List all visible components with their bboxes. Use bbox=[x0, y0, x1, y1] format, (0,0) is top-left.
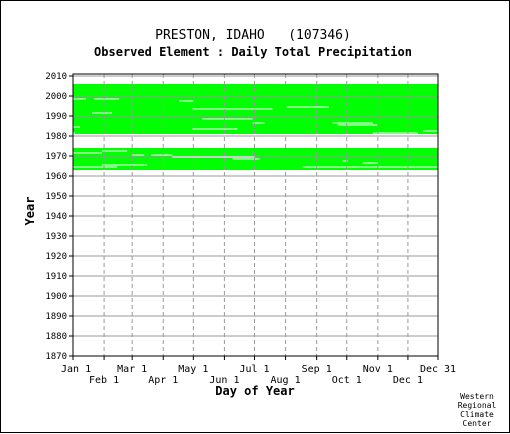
y-tick-label: 1950 bbox=[45, 192, 67, 202]
y-tick-label: 1900 bbox=[45, 292, 67, 302]
y-axis-label: Year bbox=[23, 197, 37, 226]
data-gap bbox=[302, 166, 438, 168]
y-tick-label: 1990 bbox=[45, 112, 67, 122]
plot-area: 2010 2000 1990 1980 1970 1960 1950 1940 1930 1920… bbox=[45, 72, 456, 386]
credit-line-2: Regional bbox=[458, 401, 497, 410]
x-tick-label: Jul 1 bbox=[239, 364, 269, 375]
x-tick-label: Sep 1 bbox=[302, 364, 332, 375]
y-tick-label: 1920 bbox=[45, 252, 67, 262]
data-gap bbox=[172, 156, 255, 158]
y-tick-label: 1880 bbox=[45, 332, 67, 342]
x-tick-label: May 1 bbox=[178, 364, 208, 375]
chart-subtitle: Observed Element : Daily Total Precipita… bbox=[94, 45, 412, 59]
data-gap bbox=[73, 166, 118, 168]
plot-border bbox=[72, 73, 439, 357]
data-gap bbox=[252, 122, 265, 124]
x-tick-label: Jun 1 bbox=[209, 375, 239, 386]
y-tick-label: 1870 bbox=[45, 352, 67, 362]
data-gap bbox=[73, 98, 87, 100]
data-gap bbox=[372, 132, 418, 134]
data-gap bbox=[73, 152, 103, 154]
x-tick-label: Dec 31 bbox=[420, 364, 456, 375]
x-tick-label: Feb 1 bbox=[89, 375, 119, 386]
data-gap bbox=[332, 122, 373, 124]
y-tick-label: 2000 bbox=[45, 92, 67, 102]
data-gap bbox=[286, 106, 329, 108]
y-tick-label: 1980 bbox=[45, 132, 67, 142]
x-tick-label: Jan 1 bbox=[61, 364, 91, 375]
y-tick-label: 1960 bbox=[45, 172, 67, 182]
credit-line-3: Climate bbox=[460, 410, 494, 419]
chart-title: PRESTON, IDAHO (107346) bbox=[155, 28, 351, 43]
x-tick-label: Aug 1 bbox=[271, 375, 301, 386]
data-gap bbox=[102, 150, 128, 152]
x-tick-label: Nov 1 bbox=[363, 364, 393, 375]
y-tick-label: 1890 bbox=[45, 312, 67, 322]
data-gap bbox=[73, 132, 76, 134]
credit-line-1: Western bbox=[460, 392, 494, 401]
y-tick-label: 1930 bbox=[45, 232, 67, 242]
x-tick-label: Dec 1 bbox=[393, 375, 423, 386]
data-gap bbox=[92, 112, 113, 114]
data-gap bbox=[362, 162, 378, 164]
data-gap bbox=[342, 160, 348, 162]
data-gap bbox=[422, 130, 438, 132]
credit-line-4: Center bbox=[463, 419, 492, 428]
credit-block: Western Regional Climate Center bbox=[458, 392, 497, 428]
data-gap bbox=[73, 126, 81, 128]
y-tick-label: 1910 bbox=[45, 272, 67, 282]
data-gap bbox=[179, 100, 194, 102]
data-gap bbox=[151, 154, 173, 156]
y-tick-label: 1940 bbox=[45, 212, 67, 222]
x-tick-label: Oct 1 bbox=[332, 375, 362, 386]
x-tick-label: Mar 1 bbox=[117, 364, 147, 375]
data-gap bbox=[132, 154, 145, 156]
x-axis-label: Day of Year bbox=[215, 384, 294, 398]
data-gap bbox=[337, 124, 378, 126]
data-gap bbox=[202, 118, 253, 120]
y-tick-label: 1970 bbox=[45, 152, 67, 162]
data-gap bbox=[232, 158, 260, 160]
x-tick-label: Apr 1 bbox=[148, 375, 178, 386]
data-gap bbox=[102, 164, 148, 166]
data-gap bbox=[192, 108, 273, 110]
data-gap bbox=[94, 98, 120, 100]
y-tick-label: 2010 bbox=[45, 72, 67, 82]
data-gap bbox=[192, 128, 238, 130]
